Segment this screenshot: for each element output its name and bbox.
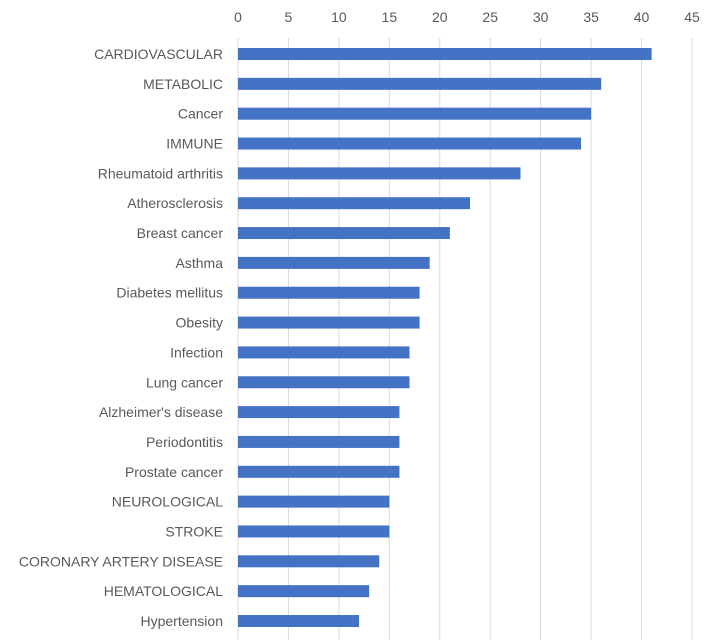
category-label: Atherosclerosis <box>127 195 223 211</box>
category-labels: CARDIOVASCULAR METABOLIC Cancer IMMUNE Rheum… <box>19 46 223 629</box>
bars <box>238 48 652 627</box>
bar-3 <box>238 137 582 150</box>
bar-0 <box>238 48 652 60</box>
bar-15 <box>238 495 390 508</box>
x-tick-label: 25 <box>482 9 498 25</box>
x-tick-label: 30 <box>533 9 549 25</box>
x-tick-label: 20 <box>432 9 448 25</box>
category-label: IMMUNE <box>166 136 223 152</box>
x-tick-label: 5 <box>285 9 293 25</box>
category-label: Obesity <box>176 315 223 331</box>
category-label: Breast cancer <box>137 225 224 241</box>
bar-1 <box>238 77 602 90</box>
category-label: STROKE <box>165 523 223 539</box>
category-label: Alzheimer's disease <box>99 404 223 420</box>
bar-9 <box>238 316 420 329</box>
category-label: Diabetes mellitus <box>116 285 223 301</box>
category-label: Asthma <box>176 255 224 271</box>
bar-11 <box>238 376 410 389</box>
x-tick-label: 10 <box>331 9 347 25</box>
bar-4 <box>238 167 521 180</box>
category-label: METABOLIC <box>143 76 223 92</box>
category-label: Hypertension <box>141 613 224 629</box>
category-label: Periodontitis <box>146 434 223 450</box>
x-tick-label: 45 <box>684 9 700 25</box>
category-label: Prostate cancer <box>125 464 223 480</box>
bar-7 <box>238 256 430 269</box>
bar-18 <box>238 585 370 598</box>
category-label: Cancer <box>178 106 223 122</box>
category-label: CORONARY ARTERY DISEASE <box>19 553 223 569</box>
category-label: NEUROLOGICAL <box>112 494 223 510</box>
bar-2 <box>238 107 592 120</box>
x-tick-label: 35 <box>583 9 599 25</box>
x-tick-label: 40 <box>634 9 650 25</box>
category-label: Infection <box>170 344 223 360</box>
bar-8 <box>238 286 420 299</box>
bar-6 <box>238 227 450 240</box>
x-axis-ticks: 0 5 10 15 20 25 30 35 40 45 <box>234 9 700 25</box>
category-label: Rheumatoid arthritis <box>98 165 223 181</box>
bar-17 <box>238 555 380 568</box>
x-tick-label: 15 <box>382 9 398 25</box>
x-tick-label: 0 <box>234 9 242 25</box>
category-label: Lung cancer <box>146 374 223 390</box>
bar-12 <box>238 406 400 419</box>
category-label: CARDIOVASCULAR <box>94 46 223 62</box>
bar-16 <box>238 525 390 538</box>
category-label: HEMATOLOGICAL <box>104 583 224 599</box>
bar-10 <box>238 346 410 359</box>
bar-13 <box>238 435 400 448</box>
bar-19 <box>238 615 360 627</box>
bar-14 <box>238 465 400 478</box>
gridlines <box>237 38 693 640</box>
bar-5 <box>238 197 471 210</box>
